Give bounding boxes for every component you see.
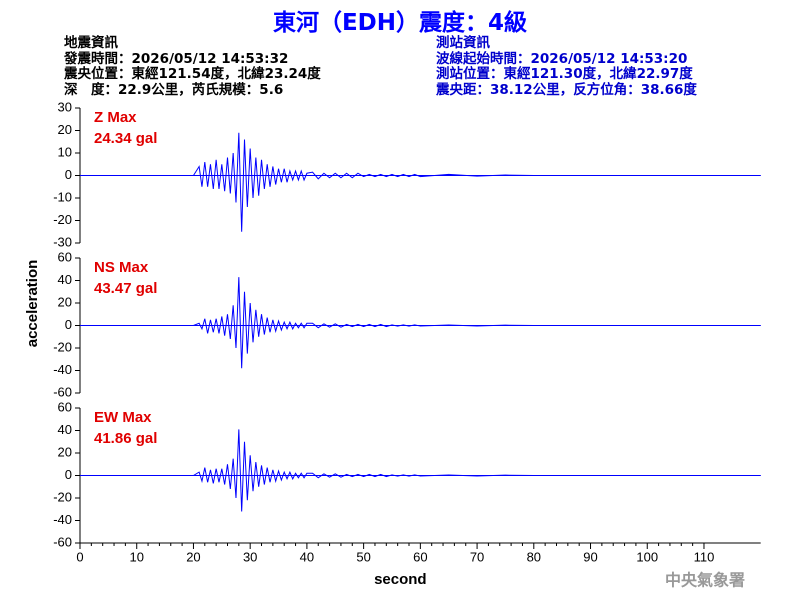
waveform: [80, 132, 761, 232]
max-label: Z Max: [94, 109, 137, 126]
x-tick-label: 60: [413, 549, 427, 564]
info-line: 地震資訊: [64, 35, 118, 51]
max-value: 43.47 gal: [94, 280, 157, 297]
y-tick-label: 0: [65, 467, 72, 482]
x-axis-label: second: [374, 571, 427, 588]
y-tick-label: -60: [53, 534, 72, 549]
max-value: 41.86 gal: [94, 430, 157, 447]
info-line: 震央距：38.12公里，反方位角：38.66度: [436, 81, 697, 98]
x-tick-label: 80: [527, 549, 541, 564]
x-tick-label: 90: [583, 549, 597, 564]
y-tick-label: -30: [53, 234, 72, 249]
y-axis-label: acceleration: [24, 260, 41, 348]
y-tick-label: -20: [53, 339, 72, 354]
info-line: 測站位置：東經121.30度，北緯22.97度: [436, 66, 693, 82]
y-tick-label: 0: [65, 317, 72, 332]
x-tick-label: 20: [186, 549, 200, 564]
y-tick-label: 20: [58, 444, 72, 459]
x-tick-label: 100: [636, 549, 658, 564]
x-tick-label: 30: [243, 549, 257, 564]
footer: 中央氣象署: [665, 571, 745, 590]
y-tick-label: -10: [53, 189, 72, 204]
y-tick-label: 20: [58, 294, 72, 309]
x-tick-label: 0: [76, 549, 83, 564]
x-tick-label: 50: [356, 549, 370, 564]
x-tick-label: 40: [300, 549, 314, 564]
info-line: 深 度：22.9公里，芮氏規模：5.6: [64, 81, 284, 98]
y-tick-label: -20: [53, 489, 72, 504]
y-tick-label: 40: [58, 422, 72, 437]
x-tick-label: 70: [470, 549, 484, 564]
max-label: NS Max: [94, 259, 149, 276]
info-line: 測站資訊: [436, 35, 490, 51]
title: 東河（EDH）震度：4級: [272, 10, 528, 36]
station-info: 測站資訊 波線起始時間：2026/05/12 14:53:20 測站位置：東經1…: [436, 35, 697, 98]
y-tick-label: 20: [58, 122, 72, 137]
waveform: [80, 429, 761, 512]
y-tick-label: -20: [53, 212, 72, 227]
x-tick-label: 110: [694, 549, 715, 564]
y-tick-label: 0: [65, 167, 72, 182]
y-tick-label: 60: [58, 399, 72, 414]
max-value: 24.34 gal: [94, 130, 157, 147]
info-line: 震央位置：東經121.54度，北緯23.24度: [64, 66, 321, 82]
info-line: 波線起始時間：2026/05/12 14:53:20: [436, 50, 688, 67]
y-tick-label: 40: [58, 272, 72, 287]
waveform: [80, 277, 761, 369]
y-tick-label: 10: [58, 144, 72, 159]
y-tick-label: -40: [53, 512, 72, 527]
y-tick-label: -40: [53, 362, 72, 377]
y-tick-label: 30: [58, 99, 72, 114]
y-tick-label: 60: [58, 249, 72, 264]
y-tick-label: -60: [53, 384, 72, 399]
x-tick-label: 10: [129, 549, 143, 564]
event-info: 地震資訊 發震時間：2026/05/12 14:53:32 震央位置：東經121…: [64, 35, 321, 98]
info-line: 發震時間：2026/05/12 14:53:32: [64, 50, 289, 67]
max-label: EW Max: [94, 409, 152, 426]
